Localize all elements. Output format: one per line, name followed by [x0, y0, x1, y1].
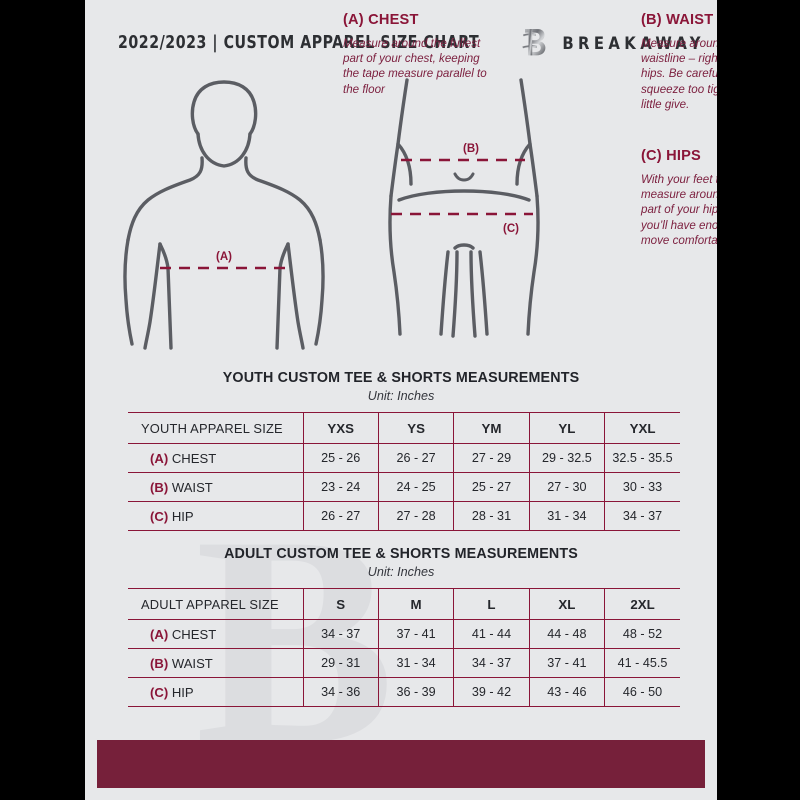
- youth-waist-yxs: 23 - 24: [302, 472, 379, 502]
- youth-hip-yxs: 26 - 27: [302, 501, 379, 531]
- youth-chest-yxl: 32.5 - 35.5: [604, 443, 680, 473]
- adult-hip-l: 39 - 42: [453, 677, 530, 707]
- youth-row-label-hip: (C) HIP: [128, 501, 303, 531]
- adult-row-name-chest: CHEST: [171, 626, 217, 642]
- footer-bar: [97, 740, 705, 788]
- adult-size-header-m: M: [377, 588, 454, 620]
- adult-row-header-label: ADULT APPAREL SIZE: [128, 588, 303, 620]
- youth-size-header-yxl: YXL: [604, 412, 680, 444]
- adult-row-label-waist: (B) WAIST: [128, 648, 303, 678]
- adult-chest-l: 41 - 44: [453, 619, 530, 649]
- torso-diagram: (A): [123, 80, 325, 350]
- youth-row-label-chest: (A) CHEST: [128, 443, 303, 473]
- adult-chest-s: 34 - 37: [302, 619, 379, 649]
- adult-hip-xl: 43 - 46: [528, 677, 605, 707]
- adult-section-unit: Unit: Inches: [367, 565, 435, 579]
- youth-section-unit: Unit: Inches: [367, 389, 435, 403]
- adult-row-name-hip: HIP: [171, 684, 194, 700]
- adult-waist-s: 29 - 31: [302, 648, 379, 678]
- youth-row-name-chest: CHEST: [171, 450, 217, 466]
- youth-hip-ym: 28 - 31: [453, 501, 530, 531]
- callout-chest: (A) CHEST Measure around the fullest par…: [343, 12, 493, 97]
- youth-row-label-waist: (B) WAIST: [128, 472, 303, 502]
- callout-chest-body: Measure around the fullest part of your …: [343, 37, 487, 96]
- page-header: 2022/2023 | CUSTOM APPAREL SIZE CHART BR…: [85, 26, 717, 60]
- adult-hip-s: 34 - 36: [302, 677, 379, 707]
- youth-chest-ys: 26 - 27: [377, 443, 454, 473]
- brand-name: BREAKAWAY: [562, 33, 705, 53]
- adult-hip-2xl: 46 - 50: [604, 677, 680, 707]
- youth-section-heading: YOUTH CUSTOM TEE & SHORTS MEASUREMENTS U…: [85, 370, 717, 403]
- adult-waist-m: 31 - 34: [377, 648, 454, 678]
- table-row: (C) HIP 26 - 27 27 - 28 28 - 31 31 - 34 …: [128, 501, 680, 531]
- adult-row-tag-b: (B): [150, 655, 169, 671]
- size-chart-page: B 2022/2023 | CUSTOM APPAREL SIZE CHART: [85, 0, 717, 800]
- adult-table-header-row: ADULT APPAREL SIZE S M L XL 2XL: [128, 588, 680, 620]
- navel-mark: [453, 172, 475, 182]
- youth-waist-yl: 27 - 30: [528, 472, 605, 502]
- callout-chest-heading: (A) CHEST: [343, 12, 419, 28]
- youth-size-table: YOUTH APPAREL SIZE YXS YS YM YL YXL (A) …: [128, 412, 680, 531]
- breakaway-b-logo-icon: [522, 29, 546, 56]
- adult-waist-l: 34 - 37: [453, 648, 530, 678]
- youth-waist-ys: 24 - 25: [377, 472, 454, 502]
- youth-size-header-ys: YS: [377, 412, 454, 444]
- youth-chest-yxs: 25 - 26: [302, 443, 379, 473]
- youth-chest-yl: 29 - 32.5: [528, 443, 605, 473]
- youth-row-name-waist: WAIST: [171, 479, 213, 495]
- page-title: 2022/2023 | CUSTOM APPAREL SIZE CHART: [118, 33, 480, 53]
- adult-waist-2xl: 41 - 45.5: [604, 648, 680, 678]
- adult-row-name-waist: WAIST: [171, 655, 213, 671]
- youth-row-name-hip: HIP: [171, 508, 194, 524]
- callout-hips-heading: (C) HIPS: [641, 148, 701, 164]
- adult-row-label-chest: (A) CHEST: [128, 619, 303, 649]
- adult-size-header-l: L: [453, 588, 530, 620]
- youth-chest-ym: 27 - 29: [453, 443, 530, 473]
- adult-row-tag-a: (A): [150, 626, 169, 642]
- youth-row-header-label: YOUTH APPAREL SIZE: [128, 412, 303, 444]
- youth-row-tag-a: (A): [150, 450, 169, 466]
- callout-waist: (B) WAIST Measure around your natural wa…: [641, 12, 717, 112]
- youth-hip-yxl: 34 - 37: [604, 501, 680, 531]
- chest-measure-label: (A): [216, 251, 232, 263]
- adult-waist-xl: 37 - 41: [528, 648, 605, 678]
- measurement-diagrams: (A): [85, 72, 717, 362]
- hips-measure-label: (C): [503, 223, 519, 235]
- youth-size-header-ym: YM: [453, 412, 530, 444]
- table-row: (A) CHEST 25 - 26 26 - 27 27 - 29 29 - 3…: [128, 443, 680, 473]
- table-row: (B) WAIST 29 - 31 31 - 34 34 - 37 37 - 4…: [128, 648, 680, 678]
- youth-waist-ym: 25 - 27: [453, 472, 530, 502]
- waist-measure-label: (B): [463, 143, 479, 155]
- youth-hip-yl: 31 - 34: [528, 501, 605, 531]
- adult-row-label-hip: (C) HIP: [128, 677, 303, 707]
- callout-waist-heading: (B) WAIST: [641, 12, 714, 28]
- adult-size-table: ADULT APPAREL SIZE S M L XL 2XL (A) CHES…: [128, 588, 680, 707]
- youth-section-title: YOUTH CUSTOM TEE & SHORTS MEASUREMENTS: [222, 370, 580, 386]
- youth-row-tag-b: (B): [150, 479, 169, 495]
- table-row: (C) HIP 34 - 36 36 - 39 39 - 42 43 - 46 …: [128, 677, 680, 707]
- table-row: (A) CHEST 34 - 37 37 - 41 41 - 44 44 - 4…: [128, 619, 680, 649]
- adult-size-header-s: S: [302, 588, 379, 620]
- youth-row-tag-c: (C): [150, 508, 169, 524]
- table-row: (B) WAIST 23 - 24 24 - 25 25 - 27 27 - 3…: [128, 472, 680, 502]
- adult-chest-xl: 44 - 48: [528, 619, 605, 649]
- youth-size-header-yxs: YXS: [302, 412, 379, 444]
- youth-size-header-yl: YL: [528, 412, 605, 444]
- lower-body-diagram: (B) (C): [388, 78, 540, 338]
- adult-hip-m: 36 - 39: [377, 677, 454, 707]
- brand-lockup: BREAKAWAY: [519, 26, 705, 60]
- callout-hips: (C) HIPS With your feet together, measur…: [641, 148, 717, 248]
- adult-chest-2xl: 48 - 52: [604, 619, 680, 649]
- adult-size-header-2xl: 2XL: [604, 588, 680, 620]
- adult-chest-m: 37 - 41: [377, 619, 454, 649]
- callout-hips-body: With your feet together, measure around …: [641, 173, 717, 247]
- youth-table-header-row: YOUTH APPAREL SIZE YXS YS YM YL YXL: [128, 412, 680, 444]
- adult-row-tag-c: (C): [150, 684, 169, 700]
- adult-section-heading: ADULT CUSTOM TEE & SHORTS MEASUREMENTS U…: [85, 546, 717, 579]
- adult-size-header-xl: XL: [528, 588, 605, 620]
- callout-waist-body: Measure around your natural waistline – …: [641, 37, 717, 111]
- youth-hip-ys: 27 - 28: [377, 501, 454, 531]
- youth-waist-yxl: 30 - 33: [604, 472, 680, 502]
- adult-section-title: ADULT CUSTOM TEE & SHORTS MEASUREMENTS: [224, 546, 578, 562]
